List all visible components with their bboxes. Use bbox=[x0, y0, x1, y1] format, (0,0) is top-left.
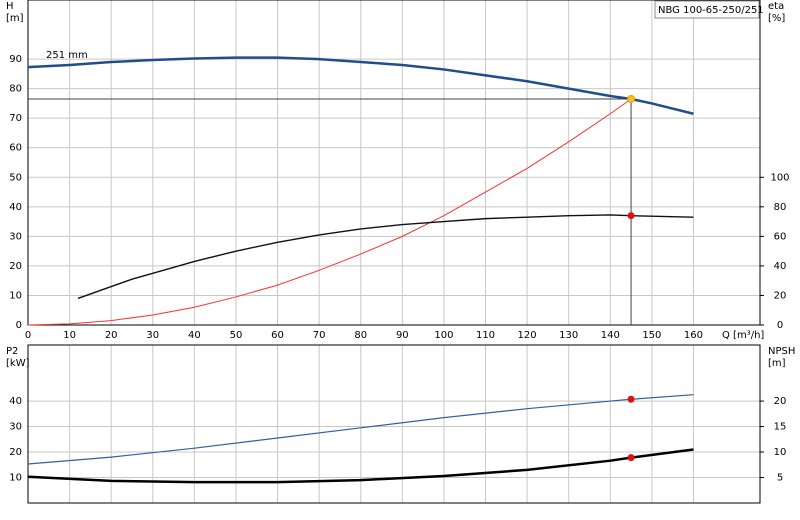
y2-tick-label: 80 bbox=[774, 202, 787, 213]
y-tick-label: 30 bbox=[9, 231, 22, 242]
y2-tick-label: 20 bbox=[774, 396, 787, 407]
y-tick-label: 80 bbox=[9, 84, 22, 95]
series-line bbox=[27, 98, 632, 326]
y2-tick-label: 15 bbox=[774, 422, 787, 433]
x-tick-label: 140 bbox=[601, 330, 620, 341]
x-tick-label: 0 bbox=[25, 330, 31, 341]
series-line bbox=[27, 448, 694, 484]
y2-axis-label: NPSH bbox=[768, 346, 795, 357]
series-line bbox=[27, 394, 694, 465]
x-tick-label: 70 bbox=[313, 330, 326, 341]
x-tick-label: 60 bbox=[271, 330, 284, 341]
x-tick-label: 150 bbox=[642, 330, 661, 341]
y-tick-label: 10 bbox=[9, 473, 22, 484]
x-tick-label: 160 bbox=[684, 330, 703, 341]
y-tick-label: 20 bbox=[9, 447, 22, 458]
y2-tick-label: 10 bbox=[774, 447, 787, 458]
duty-point bbox=[627, 212, 635, 220]
y-axis-label: P2 bbox=[6, 346, 18, 357]
chart-title: NBG 100-65-250/251 bbox=[658, 5, 764, 16]
y2-tick-label: 20 bbox=[774, 290, 787, 301]
y-tick-label: 90 bbox=[9, 54, 22, 65]
x-tick-label: 40 bbox=[188, 330, 201, 341]
x-tick-label: 80 bbox=[354, 330, 367, 341]
y-tick-label: 70 bbox=[9, 113, 22, 124]
y-tick-label: 40 bbox=[9, 202, 22, 213]
x-tick-label: 20 bbox=[105, 330, 118, 341]
y-tick-label: 10 bbox=[9, 290, 22, 301]
y2-tick-label: 100 bbox=[770, 172, 789, 183]
y-tick-label: 30 bbox=[9, 422, 22, 433]
x-tick-label: 90 bbox=[396, 330, 409, 341]
plot-frame bbox=[27, 344, 761, 504]
series-line bbox=[77, 214, 694, 300]
y2-tick-label: 0 bbox=[777, 320, 783, 331]
duty-point bbox=[627, 94, 636, 103]
x-tick-label: 50 bbox=[230, 330, 243, 341]
y-axis-label: [m] bbox=[6, 13, 24, 24]
y2-axis-label: [%] bbox=[768, 13, 785, 24]
y-tick-label: 0 bbox=[16, 320, 22, 331]
y-tick-label: 40 bbox=[9, 396, 22, 407]
duty-point bbox=[627, 454, 635, 462]
y-tick-label: 20 bbox=[9, 261, 22, 272]
y2-tick-label: 5 bbox=[777, 473, 783, 484]
y-tick-label: 60 bbox=[9, 143, 22, 154]
title-box bbox=[654, 0, 760, 19]
x-tick-label: 100 bbox=[434, 330, 453, 341]
x-tick-label: 120 bbox=[518, 330, 537, 341]
y2-tick-label: 60 bbox=[774, 231, 787, 242]
y-axis-label: [kW] bbox=[6, 358, 30, 369]
x-tick-label: 10 bbox=[63, 330, 76, 341]
y2-axis-label: [m] bbox=[768, 358, 786, 369]
x-axis-label: Q [m³/h] bbox=[722, 330, 764, 341]
y2-tick-label: 40 bbox=[774, 261, 787, 272]
y-axis-label: H bbox=[6, 1, 14, 12]
x-tick-label: 130 bbox=[559, 330, 578, 341]
y2-axis-label: eta bbox=[768, 1, 784, 12]
curve-label: 251 mm bbox=[46, 50, 88, 61]
duty-point bbox=[627, 395, 635, 403]
series-line bbox=[27, 56, 694, 115]
x-tick-label: 110 bbox=[476, 330, 495, 341]
plot-frame bbox=[27, 0, 761, 326]
x-tick-label: 30 bbox=[146, 330, 159, 341]
y-tick-label: 50 bbox=[9, 172, 22, 183]
